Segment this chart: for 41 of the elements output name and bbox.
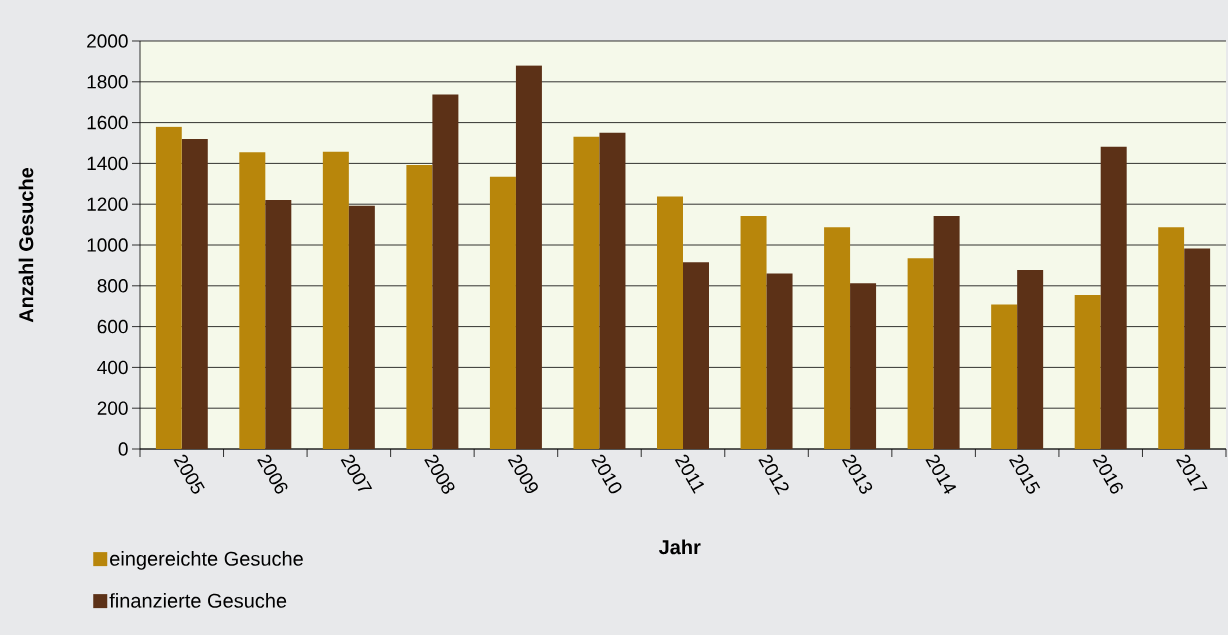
bar bbox=[599, 132, 626, 449]
bar bbox=[657, 196, 683, 449]
y-tick-label: 400 bbox=[97, 360, 128, 375]
bar bbox=[683, 262, 709, 449]
legend-label: eingereichte Gesuche bbox=[110, 551, 303, 570]
bar bbox=[991, 304, 1018, 449]
bar bbox=[322, 151, 349, 449]
y-tick-label: 2000 bbox=[87, 34, 128, 48]
bar bbox=[766, 273, 793, 449]
bar bbox=[740, 216, 767, 449]
y-tick-label: 800 bbox=[97, 279, 128, 293]
bar bbox=[850, 283, 877, 449]
bar bbox=[406, 165, 433, 449]
y-tick-label: 1400 bbox=[87, 156, 128, 171]
y-tick-label: 1800 bbox=[87, 75, 128, 89]
bar bbox=[824, 227, 851, 449]
x-axis-title: Jahr bbox=[658, 539, 701, 555]
bar bbox=[489, 176, 516, 449]
bar bbox=[181, 138, 208, 449]
bar bbox=[1184, 248, 1211, 449]
bar bbox=[265, 200, 292, 449]
bar bbox=[348, 205, 375, 449]
y-tick-label: 1600 bbox=[87, 115, 128, 130]
bar bbox=[907, 258, 934, 449]
y-tick-label: 200 bbox=[97, 401, 128, 415]
y-tick-label: 600 bbox=[97, 319, 128, 334]
bar bbox=[1158, 227, 1185, 449]
y-axis-title: Anzahl Gesuche bbox=[18, 167, 34, 323]
bar bbox=[933, 216, 960, 449]
bar bbox=[239, 152, 266, 449]
y-tick-label: 1200 bbox=[87, 197, 128, 211]
bar bbox=[1074, 294, 1101, 449]
y-tick-label: 1000 bbox=[87, 238, 128, 252]
bar bbox=[573, 136, 600, 449]
bar bbox=[1100, 146, 1127, 449]
bar bbox=[1017, 269, 1044, 449]
bar bbox=[155, 126, 182, 449]
y-tick-label: 0 bbox=[118, 442, 128, 456]
bar bbox=[515, 65, 542, 449]
bar bbox=[432, 94, 459, 449]
legend-label: finanzierte Gesuche bbox=[109, 593, 287, 608]
